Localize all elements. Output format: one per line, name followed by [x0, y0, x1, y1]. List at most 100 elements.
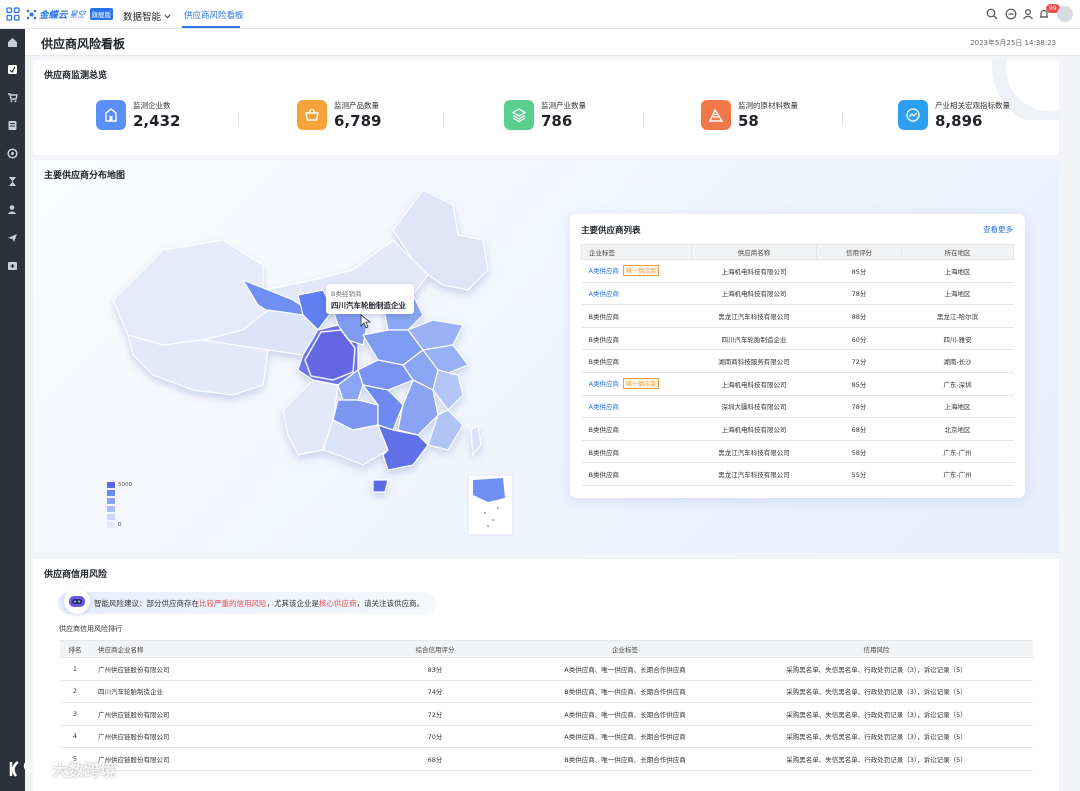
supplier-list-title: 主要供应商列表: [581, 226, 641, 236]
tab-supplier-risk-board[interactable]: 供应商风险看板: [184, 11, 244, 21]
page-timestamp: 2023年5月25日 14:38:23: [970, 39, 1056, 47]
supplier-tag-cell: B类供应商: [581, 304, 692, 328]
composite-score: 70分: [340, 725, 530, 748]
china-map[interactable]: [93, 180, 533, 550]
supplier-row[interactable]: A类供应商 上海机电科技有限公司 78分 上海地区: [581, 282, 1014, 306]
risk-detail: 采购黑名单、失信黑名单、行政处罚记录（3），诉讼记录（5）: [720, 680, 1033, 703]
watermark-logo-icon: [9, 759, 47, 777]
region-taiwan: [470, 423, 482, 457]
supplier-row[interactable]: B类供应商 上海机电科技有限公司 68分 北京地区: [581, 417, 1014, 441]
message-icon[interactable]: [1005, 8, 1017, 20]
cart-icon[interactable]: [6, 91, 19, 104]
company-tags: B类供应商、唯一供应商、长期合作供应商: [530, 747, 720, 771]
supplier-row[interactable]: B类供应商 黑龙江汽车科技有限公司 55分 广东-广州: [581, 462, 1014, 486]
suggest-middle: ，尤其该企业是: [266, 598, 320, 608]
search-icon[interactable]: [986, 8, 998, 20]
credit-score: 60分: [816, 327, 902, 351]
supplier-name: 深圳大疆科技有限公司: [691, 395, 817, 419]
stat-enterprises: 监测企业数 2,432: [96, 100, 180, 130]
col-header: 信用评分: [816, 244, 902, 260]
supplier-row[interactable]: A类供应商 唯一供应商 上海机电科技有限公司 85分 广东-深圳: [581, 372, 1014, 396]
supplier-tag-cell: A类供应商 唯一供应商: [581, 259, 692, 283]
supplier-row[interactable]: B类供应商 黑龙江汽车科技有限公司 58分 广东-广州: [581, 440, 1014, 464]
user-icon[interactable]: [6, 203, 19, 216]
supplier-row[interactable]: A类供应商 唯一供应商 上海机电科技有限公司 85分 上海地区: [581, 259, 1014, 283]
supplier-region: 上海地区: [901, 259, 1014, 283]
credit-risk-title: 供应商信用风险: [44, 570, 108, 580]
medical-icon[interactable]: [6, 259, 19, 272]
legend-swatch: [107, 482, 115, 488]
supplier-table: 企业标签 供应商名称 信用评分 所在地区 A类供应商 唯一供应商 上海机电科技有限公…: [581, 244, 1014, 486]
unique-supplier-badge: 唯一供应商: [622, 378, 659, 390]
basket-icon: [297, 100, 327, 130]
bell-icon[interactable]: [1038, 8, 1050, 20]
region-guangdong: [376, 424, 429, 471]
stat-materials: 监测的原材料数量 58: [701, 100, 798, 130]
legend-swatch: [107, 506, 115, 512]
credit-score: 72分: [816, 349, 902, 373]
map-title: 主要供应商分布地图: [44, 171, 126, 181]
home-icon[interactable]: [6, 36, 19, 49]
overview-card: 供应商监测总览 监测企业数 2,432 监测产品数量 6,789 监测产业数量 786…: [33, 60, 1059, 155]
col-header: 供应商企业名称: [90, 640, 340, 658]
plane-icon[interactable]: [6, 231, 19, 244]
view-more-link[interactable]: 查看更多: [983, 225, 1013, 234]
logo-text: 金蝶云: [39, 10, 68, 21]
company-name: 广州供应链股份有限公司: [90, 747, 340, 771]
supplier-name: 上海机电科技有限公司: [691, 259, 817, 283]
col-header: 企业标签: [581, 244, 692, 260]
composite-score: 74分: [340, 680, 530, 703]
trend-icon: [898, 100, 928, 130]
company-tags: B类供应商、唯一供应商、长期合作供应商: [530, 680, 720, 703]
suggest-suffix: ，请关注该供应商。: [356, 598, 425, 608]
south-china-sea-inset: [467, 474, 514, 536]
app-launcher-icon[interactable]: [6, 7, 20, 21]
map-legend: 5000 0: [107, 482, 132, 530]
stat-label: 监测产品数量: [334, 101, 379, 110]
stat-industries: 监测产业数量 786: [504, 100, 586, 130]
supplier-tag-cell: B类供应商: [581, 440, 692, 464]
map-tooltip: B类经销商 四川汽车轮胎制造企业: [326, 284, 414, 314]
watermark: 大数跨境: [8, 757, 116, 781]
risk-row[interactable]: 4 广州供应链股份有限公司 70分 A类供应商、唯一供应商、长期合作供应商 采购黑名单、…: [60, 725, 1033, 748]
supplier-tag-cell: B类供应商: [581, 462, 692, 486]
composite-score: 83分: [340, 657, 530, 681]
menu-label: 数据智能: [123, 12, 162, 23]
dashboard-icon[interactable]: [6, 63, 19, 76]
risk-row[interactable]: 5 广州供应链股份有限公司 68分 B类供应商、唯一供应商、长期合作供应商 采购黑名单、…: [60, 747, 1033, 771]
product-logo[interactable]: 金蝶云 星空 旗舰版: [26, 7, 114, 21]
unique-supplier-badge: 唯一供应商: [622, 265, 659, 277]
supplier-row[interactable]: B类供应商 四川汽车轮胎制造企业 60分 四川-雅安: [581, 327, 1014, 351]
legend-swatch: [107, 490, 115, 496]
hourglass-icon[interactable]: [6, 175, 19, 188]
supplier-region: 广东-深圳: [901, 372, 1014, 396]
risk-row[interactable]: 3 广州供应链股份有限公司 72分 A类供应商、唯一供应商、长期合作供应商 采购黑名单、…: [60, 702, 1033, 726]
user-profile-icon[interactable]: [1022, 8, 1034, 20]
risk-row[interactable]: 2 四川汽车轮胎制造企业 74分 B类供应商、唯一供应商、长期合作供应商 采购黑名单、失…: [60, 680, 1033, 703]
supplier-region: 北京地区: [901, 417, 1014, 441]
supplier-name: 黑龙江汽车科技有限公司: [691, 440, 817, 464]
risk-row[interactable]: 1 广州供应链股份有限公司 83分 A类供应商、唯一供应商、长期合作供应商 采购黑名单、…: [60, 657, 1033, 681]
col-header: 企业标签: [530, 640, 720, 658]
data-intelligence-menu[interactable]: 数据智能: [123, 9, 171, 23]
supplier-row[interactable]: B类供应商 黑龙江汽车科技有限公司 88分 黑龙江-哈尔滨: [581, 304, 1014, 328]
cursor-icon: [360, 314, 372, 329]
divider: [842, 112, 843, 126]
edition-badge: 旗舰版: [89, 8, 114, 20]
settings-icon[interactable]: [6, 147, 19, 160]
col-header: 信用风险: [720, 640, 1033, 658]
supplier-row[interactable]: A类供应商 深圳大疆科技有限公司 78分 上海地区: [581, 395, 1014, 419]
avatar[interactable]: [1057, 6, 1073, 22]
supplier-row[interactable]: B类供应商 湖南商科技服务有限公司 72分 湖南-长沙: [581, 349, 1014, 373]
watermark-text: 大数跨境: [52, 761, 117, 780]
divider: [238, 112, 239, 126]
credit-score: 88分: [816, 304, 902, 328]
stat-label: 监测的原材料数量: [738, 101, 798, 110]
credit-score: 58分: [816, 440, 902, 464]
supplier-region: 上海地区: [901, 282, 1014, 306]
credit-score: 85分: [816, 259, 902, 283]
supplier-tag-cell: B类供应商: [581, 327, 692, 351]
ledger-icon[interactable]: [6, 119, 19, 132]
stat-value: 2,432: [133, 112, 181, 130]
divider: [643, 112, 644, 126]
